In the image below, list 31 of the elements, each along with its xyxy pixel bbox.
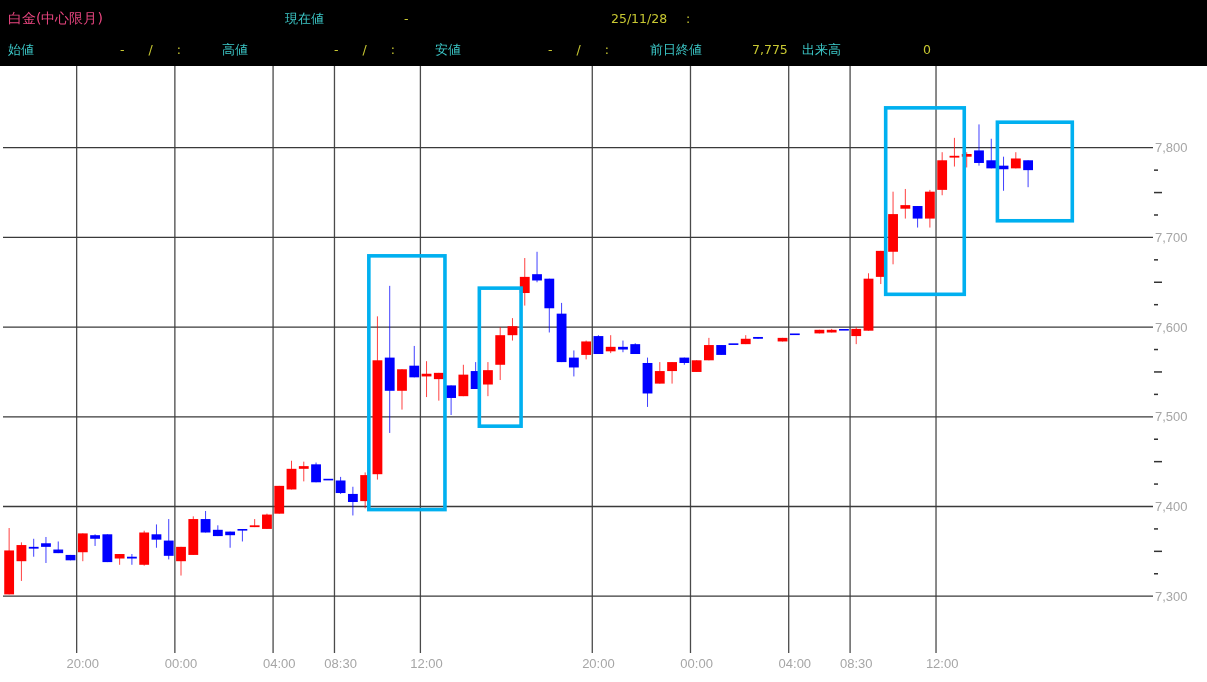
text: - / : (548, 42, 609, 57)
text: 7,775 (752, 42, 788, 57)
x-tick-label: 04:00 (262, 656, 296, 671)
text: 出来高 (802, 42, 841, 57)
y-tick-label: 7,600 (1155, 319, 1188, 335)
x-tick-label: 12:00 (410, 656, 443, 671)
text: 現在値 (285, 11, 324, 26)
x-tick-label: 08:30 (839, 656, 873, 671)
text: 0 (923, 42, 931, 57)
x-tick-label: 08:30 (324, 656, 357, 671)
text: 始値 (8, 42, 34, 57)
x-tick-label: 12:00 (925, 656, 959, 671)
text: - / : (120, 42, 181, 57)
x-tick-label: 00:00 (680, 656, 713, 671)
text: 安値 (435, 42, 461, 57)
chart-title: 白金(中心限月) (8, 10, 103, 26)
y-tick-label: 7,800 (1155, 140, 1188, 156)
text: 前日終値 (650, 42, 702, 57)
x-tick-label: 04:00 (778, 656, 812, 671)
y-tick-label: 7,400 (1155, 499, 1188, 515)
x-tick-label: 20:00 (66, 656, 100, 671)
text: - / : (334, 42, 395, 57)
x-tick-label: 00:00 (164, 656, 198, 671)
y-tick-label: 7,700 (1155, 230, 1188, 246)
text: : (686, 11, 691, 26)
y-tick-label: 7,500 (1155, 409, 1188, 425)
text: 25/11/28 (611, 11, 668, 26)
text: - (404, 11, 409, 26)
y-tick-label: 7,300 (1155, 588, 1188, 604)
x-tick-label: 20:00 (582, 656, 615, 671)
text: 高値 (222, 42, 248, 57)
